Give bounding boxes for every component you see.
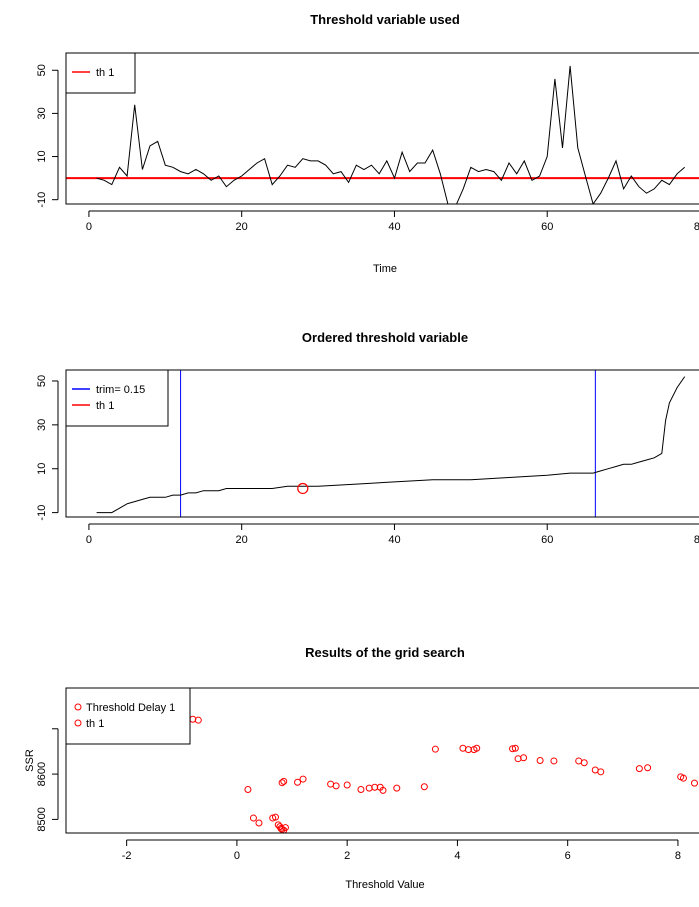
data-point (520, 754, 528, 762)
y-tick-label: 30 (36, 107, 48, 119)
chart-title: Ordered threshold variable (302, 330, 468, 345)
data-point (393, 784, 401, 792)
y-tick-label: 50 (36, 64, 48, 76)
legend-label: th 1 (96, 400, 114, 412)
legend-marker (74, 719, 82, 727)
data-point (194, 716, 202, 724)
plot-area (96, 370, 686, 517)
data-point (278, 779, 286, 787)
x-tick-label: -2 (122, 850, 132, 862)
data-point (280, 777, 288, 785)
data-point (690, 779, 698, 787)
series-line (96, 376, 686, 514)
x-tick-label: 40 (388, 534, 400, 546)
legend-box (65, 52, 136, 94)
y-axis-label: SSR (24, 749, 36, 772)
legend-label: th 1 (86, 718, 104, 730)
y-tick-label: 8600 (36, 762, 48, 786)
data-point (271, 813, 279, 821)
x-tick-label: 60 (541, 534, 553, 546)
x-axis-label: Threshold Value (345, 879, 424, 891)
data-point (644, 764, 652, 772)
chart-title: Threshold variable used (310, 12, 460, 27)
y-tick-label: 10 (36, 463, 48, 475)
chart-panel-3: Results of the grid search -2 0 2 4 6 8 8500 860… (24, 645, 699, 891)
threshold-marker (297, 482, 309, 495)
x-tick-label: 20 (236, 221, 248, 233)
data-point (635, 765, 643, 773)
y-tick-label: -10 (36, 505, 48, 521)
data-point (244, 786, 252, 793)
legend-box (65, 687, 191, 745)
legend-label: Threshold Delay 1 (86, 702, 175, 714)
data-point (343, 781, 351, 789)
plot-frame (65, 52, 699, 205)
data-point (365, 784, 373, 792)
data-point (550, 757, 558, 765)
data-point (679, 774, 687, 782)
x-tick-label: 80 (694, 221, 699, 233)
data-point (281, 824, 289, 832)
plot-area (183, 715, 698, 833)
data-point (379, 786, 387, 794)
data-point (536, 757, 544, 764)
x-tick-label: 2 (344, 850, 350, 862)
y-tick-label: 30 (36, 419, 48, 431)
legend: Threshold Delay 1 th 1 (65, 687, 191, 745)
legend: trim= 0.15 th 1 (65, 369, 169, 427)
x-axis-label: Time (373, 263, 397, 275)
data-point (357, 786, 365, 793)
legend: th 1 (65, 52, 136, 94)
x-tick-label: 0 (86, 534, 92, 546)
x-tick-label: 4 (454, 850, 460, 862)
data-point (511, 744, 519, 752)
chart-title: Results of the grid search (305, 645, 465, 660)
x-tick-label: 6 (565, 850, 571, 862)
data-point (431, 745, 439, 753)
plot-frame (65, 687, 699, 834)
series-line (96, 65, 686, 204)
x-tick-label: 40 (388, 221, 400, 233)
plot-area (66, 65, 699, 204)
x-tick-label: 8 (675, 850, 681, 862)
chart-panel-1: Threshold variable used 0 20 40 60 80 -10 10 30 5… (36, 12, 699, 275)
data-point (332, 782, 340, 790)
plot-frame (65, 369, 699, 518)
data-point (299, 775, 307, 783)
x-tick-label: 60 (541, 221, 553, 233)
data-point (514, 755, 522, 763)
y-tick-label: 50 (36, 375, 48, 387)
y-tick-label: -10 (36, 192, 48, 208)
chart-panel-2: Ordered threshold variable 0 20 40 60 80 -10 10… (36, 330, 699, 546)
legend-label: trim= 0.15 (96, 384, 145, 396)
data-point (580, 759, 588, 767)
x-tick-label: 80 (694, 534, 699, 546)
data-point (473, 744, 481, 752)
data-point (255, 819, 263, 827)
data-point (249, 814, 257, 822)
data-point (597, 768, 605, 776)
legend-box (65, 369, 169, 427)
x-tick-label: 0 (234, 850, 240, 862)
legend-marker (74, 703, 82, 711)
data-point (420, 783, 428, 791)
y-tick-label: 10 (36, 150, 48, 162)
x-tick-label: 0 (86, 221, 92, 233)
legend-label: th 1 (96, 67, 114, 79)
x-tick-label: 20 (236, 534, 248, 546)
y-tick-label: 8500 (36, 807, 48, 831)
data-point (509, 745, 517, 753)
data-point (294, 778, 302, 786)
